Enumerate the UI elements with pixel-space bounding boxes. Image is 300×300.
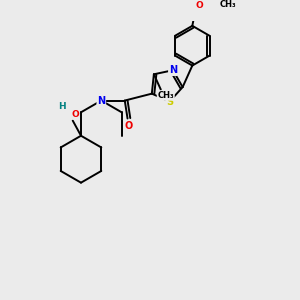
Text: CH₃: CH₃ xyxy=(220,0,236,9)
Text: O: O xyxy=(195,2,203,10)
Text: O: O xyxy=(71,110,79,119)
Text: S: S xyxy=(166,97,173,106)
Text: O: O xyxy=(125,121,133,131)
Text: H: H xyxy=(58,102,66,111)
Text: N: N xyxy=(169,65,177,75)
Text: N: N xyxy=(97,95,105,106)
Text: CH₃: CH₃ xyxy=(158,91,174,100)
